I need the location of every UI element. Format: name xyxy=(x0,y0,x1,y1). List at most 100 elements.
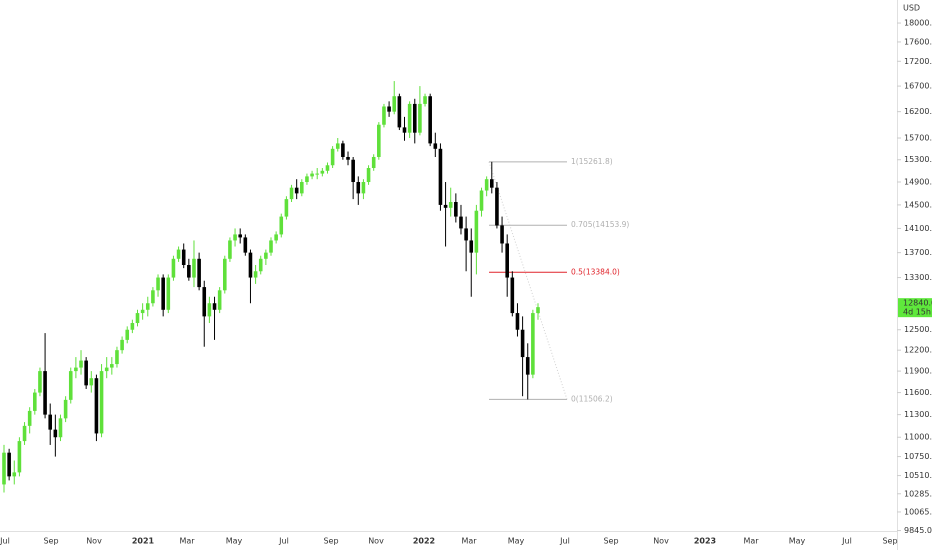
candle-body xyxy=(145,303,150,310)
y-tick-label: 10750.0 xyxy=(904,452,932,461)
candle-body xyxy=(22,425,27,442)
candle-body xyxy=(341,143,345,157)
candle-body xyxy=(284,199,289,217)
candle-body xyxy=(192,258,196,278)
countdown-label: 4d 15h xyxy=(903,308,931,317)
candle-body xyxy=(110,364,114,368)
y-tick-label: 10510.0 xyxy=(904,471,932,480)
candle-body xyxy=(238,234,242,238)
y-tick-label: 14500.0 xyxy=(904,200,932,209)
x-tick-label: Jul xyxy=(278,537,289,546)
y-tick-label: 17200.0 xyxy=(904,57,932,66)
y-tick-label: 11600.0 xyxy=(904,388,932,397)
candle-body xyxy=(17,441,22,473)
candle-body xyxy=(27,410,32,426)
candle-body xyxy=(79,360,83,368)
candle-body xyxy=(315,173,320,175)
candle-body xyxy=(489,179,494,188)
candle-body xyxy=(248,252,253,278)
candle-body xyxy=(274,234,278,241)
candle-body xyxy=(371,156,376,169)
x-tick-label: May xyxy=(226,537,243,546)
candle-body xyxy=(140,309,145,314)
candle-body xyxy=(356,182,361,194)
y-tick-label: 11000.0 xyxy=(904,433,932,442)
candle-body xyxy=(7,452,11,477)
price-label: 12840.0 xyxy=(903,299,932,308)
candle-body xyxy=(536,307,540,314)
candle-body xyxy=(12,472,17,477)
x-tick-label: Nov xyxy=(368,537,384,546)
candle-body xyxy=(495,187,499,226)
candle-body xyxy=(382,106,386,125)
candle-body xyxy=(433,143,438,149)
candle-body xyxy=(94,378,99,434)
candle-body xyxy=(474,210,479,253)
candle-body xyxy=(402,127,407,133)
y-tick-label: 11900.0 xyxy=(904,367,932,376)
fib-level-label: 0(11506.2) xyxy=(571,394,613,403)
y-tick-label: 10285.0 xyxy=(904,489,932,498)
x-tick-label: Nov xyxy=(653,537,669,546)
x-tick-label: Nov xyxy=(86,537,102,546)
candle-body xyxy=(68,371,73,400)
candle-body xyxy=(181,249,186,266)
x-tick-label: 2022 xyxy=(413,537,435,546)
x-tick-label: 2023 xyxy=(694,537,716,546)
candle-body xyxy=(412,103,417,133)
candle-body xyxy=(243,237,248,253)
candle-body xyxy=(53,429,58,438)
candle-body xyxy=(48,414,53,430)
y-tick-label: 17600.0 xyxy=(904,37,932,46)
candle-body xyxy=(228,240,232,259)
candle-body xyxy=(212,303,217,310)
x-tick-label: Jul xyxy=(559,537,570,546)
candle-body xyxy=(197,258,201,288)
y-tick-label: 14900.0 xyxy=(904,178,932,187)
candle-body xyxy=(84,360,88,386)
candle-body xyxy=(505,243,509,278)
candle-body xyxy=(63,399,68,419)
candle-body xyxy=(330,148,335,166)
price-label-box xyxy=(898,298,932,318)
x-tick-label: May xyxy=(508,537,525,546)
candle-body xyxy=(392,96,397,112)
x-tick-label: May xyxy=(789,537,806,546)
candle-body xyxy=(166,277,171,310)
candle-body xyxy=(300,182,304,194)
candle-body xyxy=(135,313,140,324)
candle-body xyxy=(479,190,484,211)
candle-body xyxy=(325,165,330,171)
x-tick-label: Mar xyxy=(179,537,195,546)
candle-body xyxy=(115,350,119,365)
y-tick-label: 11300.0 xyxy=(904,410,932,419)
candle-body xyxy=(38,371,42,393)
candle-body xyxy=(217,290,222,310)
y-tick-label: 10065.0 xyxy=(904,507,932,516)
x-tick-label: Sep xyxy=(323,537,338,546)
candle-body xyxy=(99,371,104,434)
candle-body xyxy=(310,173,314,177)
candle-body xyxy=(397,96,402,128)
candle-body xyxy=(377,124,381,157)
y-tick-label: 9845.0 xyxy=(904,526,932,535)
y-tick-label: 15300.0 xyxy=(904,155,932,164)
candle-body xyxy=(387,106,391,112)
y-tick-label: 18000.0 xyxy=(904,19,932,28)
candle-body xyxy=(510,277,515,314)
candle-body xyxy=(104,367,109,372)
fib-level-label: 0.705(14153.9) xyxy=(571,220,629,229)
y-tick-label: 12200.0 xyxy=(904,346,932,355)
candle-body xyxy=(74,367,78,372)
candle-body xyxy=(222,258,227,291)
x-tick-label: 2021 xyxy=(132,537,155,546)
fib-level-label: 0.5(13384.0) xyxy=(571,267,620,276)
candle-body xyxy=(176,249,181,259)
candle-body xyxy=(33,392,37,411)
candle-body xyxy=(484,179,489,191)
candle-body xyxy=(320,170,325,174)
y-tick-label: 16200.0 xyxy=(904,107,932,116)
y-tick-label: 13700.0 xyxy=(904,248,932,257)
